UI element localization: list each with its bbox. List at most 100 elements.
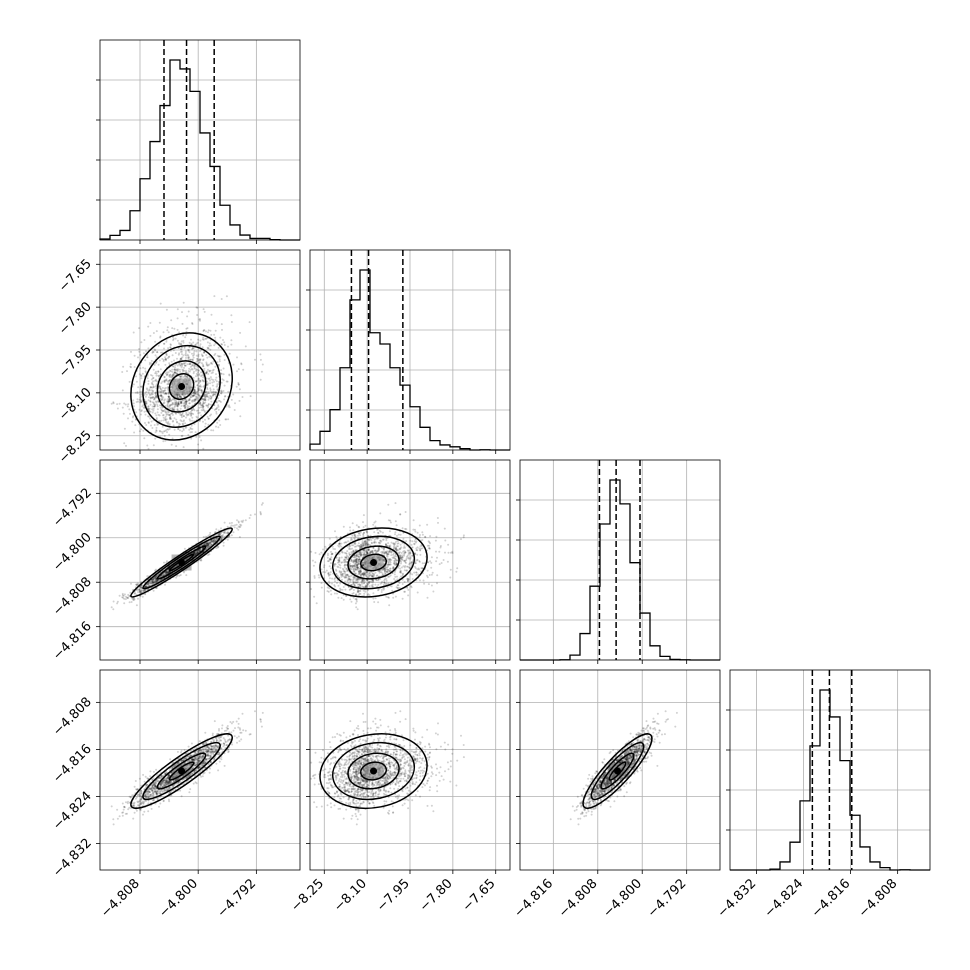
sample-point [192, 341, 195, 344]
sample-point [173, 406, 176, 409]
sample-point [207, 329, 210, 332]
sample-point [183, 364, 186, 367]
sample-point [344, 558, 347, 561]
sample-point [145, 402, 148, 405]
sample-point [198, 379, 201, 382]
sample-point [370, 541, 373, 544]
sample-point [156, 351, 159, 354]
sample-point [209, 369, 212, 372]
sample-point [123, 602, 126, 605]
sample-point [201, 338, 204, 341]
sample-point [149, 582, 152, 585]
sample-point [172, 374, 175, 376]
sample-point [202, 308, 205, 311]
sample-point [449, 576, 452, 579]
sample-point [167, 400, 170, 403]
sample-point [406, 565, 408, 568]
sample-point [180, 357, 183, 360]
sample-point [165, 412, 168, 415]
sample-point [193, 398, 196, 401]
sample-point [331, 553, 334, 556]
sample-point [191, 399, 193, 402]
sample-point [152, 385, 155, 388]
sample-point [146, 377, 149, 380]
sample-point [190, 427, 192, 430]
sample-point [132, 399, 135, 402]
sample-point [140, 401, 143, 403]
sample-point [341, 578, 343, 581]
sample-point [155, 395, 158, 398]
sample-point [352, 589, 355, 591]
sample-point [180, 420, 183, 423]
sample-point [176, 308, 179, 311]
sample-point [411, 578, 414, 580]
sample-point [198, 406, 201, 409]
sample-point [192, 356, 195, 359]
sample-point [314, 561, 317, 564]
sample-point [160, 388, 163, 391]
sample-point [401, 583, 404, 585]
sample-point [166, 371, 168, 374]
sample-point [414, 565, 416, 568]
sample-point [179, 348, 182, 351]
sample-point [193, 386, 196, 389]
sample-point [225, 418, 228, 421]
sample-point [349, 598, 352, 601]
sample-point [351, 534, 354, 537]
sample-point [180, 435, 183, 437]
sample-point [132, 415, 135, 418]
sample-point [176, 396, 178, 399]
sample-point [149, 334, 152, 337]
sample-point [132, 383, 135, 386]
sample-point [407, 549, 410, 552]
sample-point [196, 358, 199, 360]
sample-point [404, 565, 407, 567]
sample-point [206, 386, 209, 389]
sample-point [163, 342, 166, 345]
sample-point [162, 440, 165, 443]
sample-point [195, 380, 197, 383]
sample-point [373, 538, 376, 541]
sample-point [172, 373, 175, 376]
sample-point [220, 392, 223, 395]
sample-point [156, 400, 159, 403]
sample-point [170, 319, 173, 322]
sample-point [179, 423, 181, 426]
sample-point [328, 577, 331, 580]
sample-point [171, 375, 174, 377]
sample-point [218, 355, 220, 358]
sample-point [176, 339, 179, 342]
sample-point [171, 408, 174, 411]
sample-point [207, 347, 210, 350]
sample-point [133, 366, 136, 368]
sample-point [133, 592, 136, 595]
sample-point [210, 362, 212, 365]
sample-point [418, 524, 421, 527]
sample-point [167, 392, 170, 395]
sample-point [140, 385, 143, 388]
sample-point [201, 355, 204, 357]
sample-point [159, 390, 162, 393]
sample-point [187, 399, 190, 402]
sample-point [162, 358, 165, 361]
sample-point [188, 349, 190, 351]
sample-point [185, 403, 188, 406]
sample-point [222, 379, 225, 382]
sample-point [140, 591, 143, 593]
sample-point [191, 416, 194, 419]
sample-point [166, 357, 169, 360]
sample-point [155, 379, 158, 382]
sample-point [143, 393, 146, 396]
sample-point [322, 548, 324, 551]
sample-point [110, 606, 113, 609]
sample-point [210, 313, 213, 316]
sample-point [261, 363, 264, 366]
sample-point [208, 377, 211, 380]
sample-point [220, 389, 223, 392]
sample-point [357, 542, 360, 545]
sample-point [162, 390, 165, 393]
sample-point [202, 365, 205, 368]
sample-point [169, 374, 171, 377]
sample-point [186, 413, 189, 416]
sample-point [159, 335, 162, 338]
